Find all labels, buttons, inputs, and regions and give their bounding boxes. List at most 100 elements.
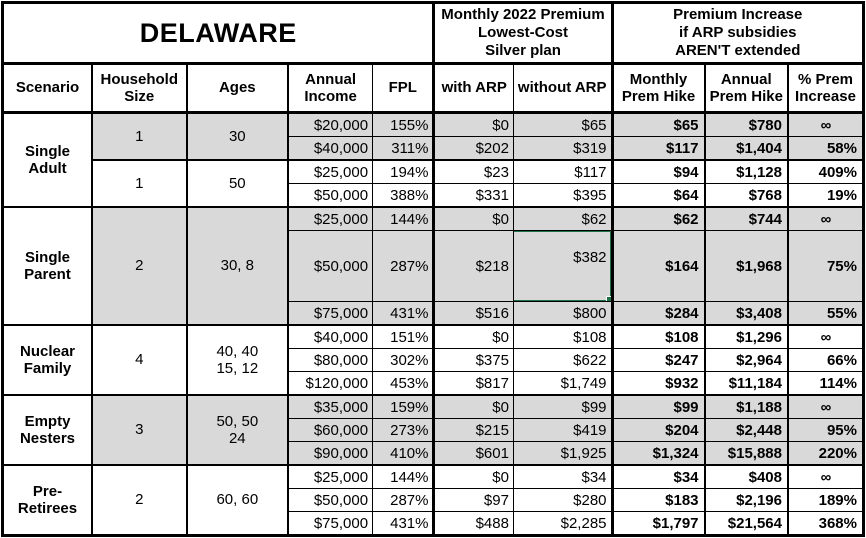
cell-monthly-hike[interactable]: $108 — [610, 324, 706, 349]
cell-without-arp[interactable]: $99 — [512, 394, 613, 419]
scenario-cell[interactable]: Single Parent — [2, 206, 93, 326]
cell-fpl[interactable]: 151% — [372, 324, 435, 349]
cell-fpl[interactable]: 273% — [372, 418, 435, 442]
cell-without-arp[interactable]: $1,749 — [512, 371, 613, 396]
cell-pct-increase[interactable]: ∞ — [787, 324, 864, 349]
cell-fpl[interactable]: 302% — [372, 348, 435, 372]
cell-pct-increase[interactable]: 220% — [787, 441, 864, 466]
scenario-cell[interactable]: Pre- Retirees — [2, 464, 93, 536]
ages-cell[interactable]: 40, 40 15, 12 — [185, 324, 289, 396]
cell-without-arp[interactable]: $108 — [512, 324, 613, 349]
cell-fpl[interactable]: 311% — [372, 136, 435, 161]
cell-with-arp[interactable]: $23 — [432, 159, 514, 184]
household-cell[interactable]: 3 — [91, 394, 188, 466]
cell-income[interactable]: $20,000 — [287, 112, 374, 137]
cell-fpl[interactable]: 410% — [372, 441, 435, 466]
cell-pct-increase[interactable]: ∞ — [787, 112, 864, 137]
cell-without-arp-selected[interactable]: $382 — [512, 230, 613, 302]
cell-income[interactable]: $35,000 — [287, 394, 374, 419]
cell-without-arp[interactable]: $65 — [512, 112, 613, 137]
cell-annual-hike[interactable]: $1,296 — [703, 324, 789, 349]
cell-income[interactable]: $25,000 — [287, 206, 374, 231]
cell-income[interactable]: $50,000 — [287, 230, 374, 302]
cell-annual-hike[interactable]: $2,448 — [703, 418, 789, 442]
cell-monthly-hike[interactable]: $62 — [610, 206, 706, 231]
cell-without-arp[interactable]: $319 — [512, 136, 613, 161]
cell-monthly-hike[interactable]: $204 — [610, 418, 706, 442]
cell-fpl[interactable]: 144% — [372, 464, 435, 489]
ages-cell[interactable]: 50, 50 24 — [185, 394, 289, 466]
cell-income[interactable]: $60,000 — [287, 418, 374, 442]
cell-with-arp[interactable]: $0 — [432, 464, 514, 489]
household-cell[interactable]: 2 — [91, 206, 188, 326]
cell-without-arp[interactable]: $34 — [512, 464, 613, 489]
cell-with-arp[interactable]: $0 — [432, 394, 514, 419]
cell-monthly-hike[interactable]: $94 — [610, 159, 706, 184]
household-cell[interactable]: 1 — [91, 112, 188, 161]
ages-cell[interactable]: 30, 8 — [185, 206, 289, 326]
cell-income[interactable]: $90,000 — [287, 441, 374, 466]
cell-with-arp[interactable]: $97 — [432, 488, 514, 512]
cell-annual-hike[interactable]: $1,404 — [703, 136, 789, 161]
cell-monthly-hike[interactable]: $164 — [610, 230, 706, 302]
cell-with-arp[interactable]: $0 — [432, 112, 514, 137]
cell-monthly-hike[interactable]: $183 — [610, 488, 706, 512]
cell-fpl[interactable]: 144% — [372, 206, 435, 231]
cell-monthly-hike[interactable]: $247 — [610, 348, 706, 372]
cell-with-arp[interactable]: $516 — [432, 301, 514, 326]
cell-pct-increase[interactable]: 75% — [787, 230, 864, 302]
scenario-cell[interactable]: Empty Nesters — [2, 394, 93, 466]
cell-without-arp[interactable]: $395 — [512, 183, 613, 208]
cell-with-arp[interactable]: $488 — [432, 511, 514, 536]
cell-pct-increase[interactable]: 409% — [787, 159, 864, 184]
cell-monthly-hike[interactable]: $34 — [610, 464, 706, 489]
cell-with-arp[interactable]: $0 — [432, 206, 514, 231]
cell-annual-hike[interactable]: $2,196 — [703, 488, 789, 512]
cell-without-arp[interactable]: $62 — [512, 206, 613, 231]
cell-monthly-hike[interactable]: $117 — [610, 136, 706, 161]
cell-annual-hike[interactable]: $744 — [703, 206, 789, 231]
cell-monthly-hike[interactable]: $284 — [610, 301, 706, 326]
cell-monthly-hike[interactable]: $1,324 — [610, 441, 706, 466]
cell-with-arp[interactable]: $375 — [432, 348, 514, 372]
cell-pct-increase[interactable]: ∞ — [787, 394, 864, 419]
cell-income[interactable]: $40,000 — [287, 324, 374, 349]
cell-annual-hike[interactable]: $11,184 — [703, 371, 789, 396]
cell-with-arp[interactable]: $0 — [432, 324, 514, 349]
cell-pct-increase[interactable]: ∞ — [787, 206, 864, 231]
cell-monthly-hike[interactable]: $932 — [610, 371, 706, 396]
household-cell[interactable]: 4 — [91, 324, 188, 396]
cell-fpl[interactable]: 287% — [372, 488, 435, 512]
cell-income[interactable]: $25,000 — [287, 464, 374, 489]
cell-income[interactable]: $25,000 — [287, 159, 374, 184]
cell-fpl[interactable]: 431% — [372, 511, 435, 536]
cell-with-arp[interactable]: $218 — [432, 230, 514, 302]
scenario-cell[interactable]: Single Adult — [2, 112, 93, 208]
cell-annual-hike[interactable]: $2,964 — [703, 348, 789, 372]
cell-annual-hike[interactable]: $3,408 — [703, 301, 789, 326]
cell-pct-increase[interactable]: 58% — [787, 136, 864, 161]
cell-income[interactable]: $120,000 — [287, 371, 374, 396]
household-cell[interactable]: 2 — [91, 464, 188, 536]
cell-pct-increase[interactable]: 55% — [787, 301, 864, 326]
cell-income[interactable]: $75,000 — [287, 301, 374, 326]
cell-annual-hike[interactable]: $768 — [703, 183, 789, 208]
cell-annual-hike[interactable]: $15,888 — [703, 441, 789, 466]
ages-cell[interactable]: 30 — [185, 112, 289, 161]
ages-cell[interactable]: 60, 60 — [185, 464, 289, 536]
cell-income[interactable]: $40,000 — [287, 136, 374, 161]
cell-with-arp[interactable]: $817 — [432, 371, 514, 396]
cell-fpl[interactable]: 159% — [372, 394, 435, 419]
cell-monthly-hike[interactable]: $64 — [610, 183, 706, 208]
cell-without-arp[interactable]: $280 — [512, 488, 613, 512]
scenario-cell[interactable]: Nuclear Family — [2, 324, 93, 396]
cell-with-arp[interactable]: $202 — [432, 136, 514, 161]
cell-income[interactable]: $80,000 — [287, 348, 374, 372]
cell-fpl[interactable]: 453% — [372, 371, 435, 396]
cell-with-arp[interactable]: $601 — [432, 441, 514, 466]
cell-monthly-hike[interactable]: $99 — [610, 394, 706, 419]
cell-annual-hike[interactable]: $1,968 — [703, 230, 789, 302]
cell-without-arp[interactable]: $800 — [512, 301, 613, 326]
household-cell[interactable]: 1 — [91, 159, 188, 208]
cell-without-arp[interactable]: $117 — [512, 159, 613, 184]
